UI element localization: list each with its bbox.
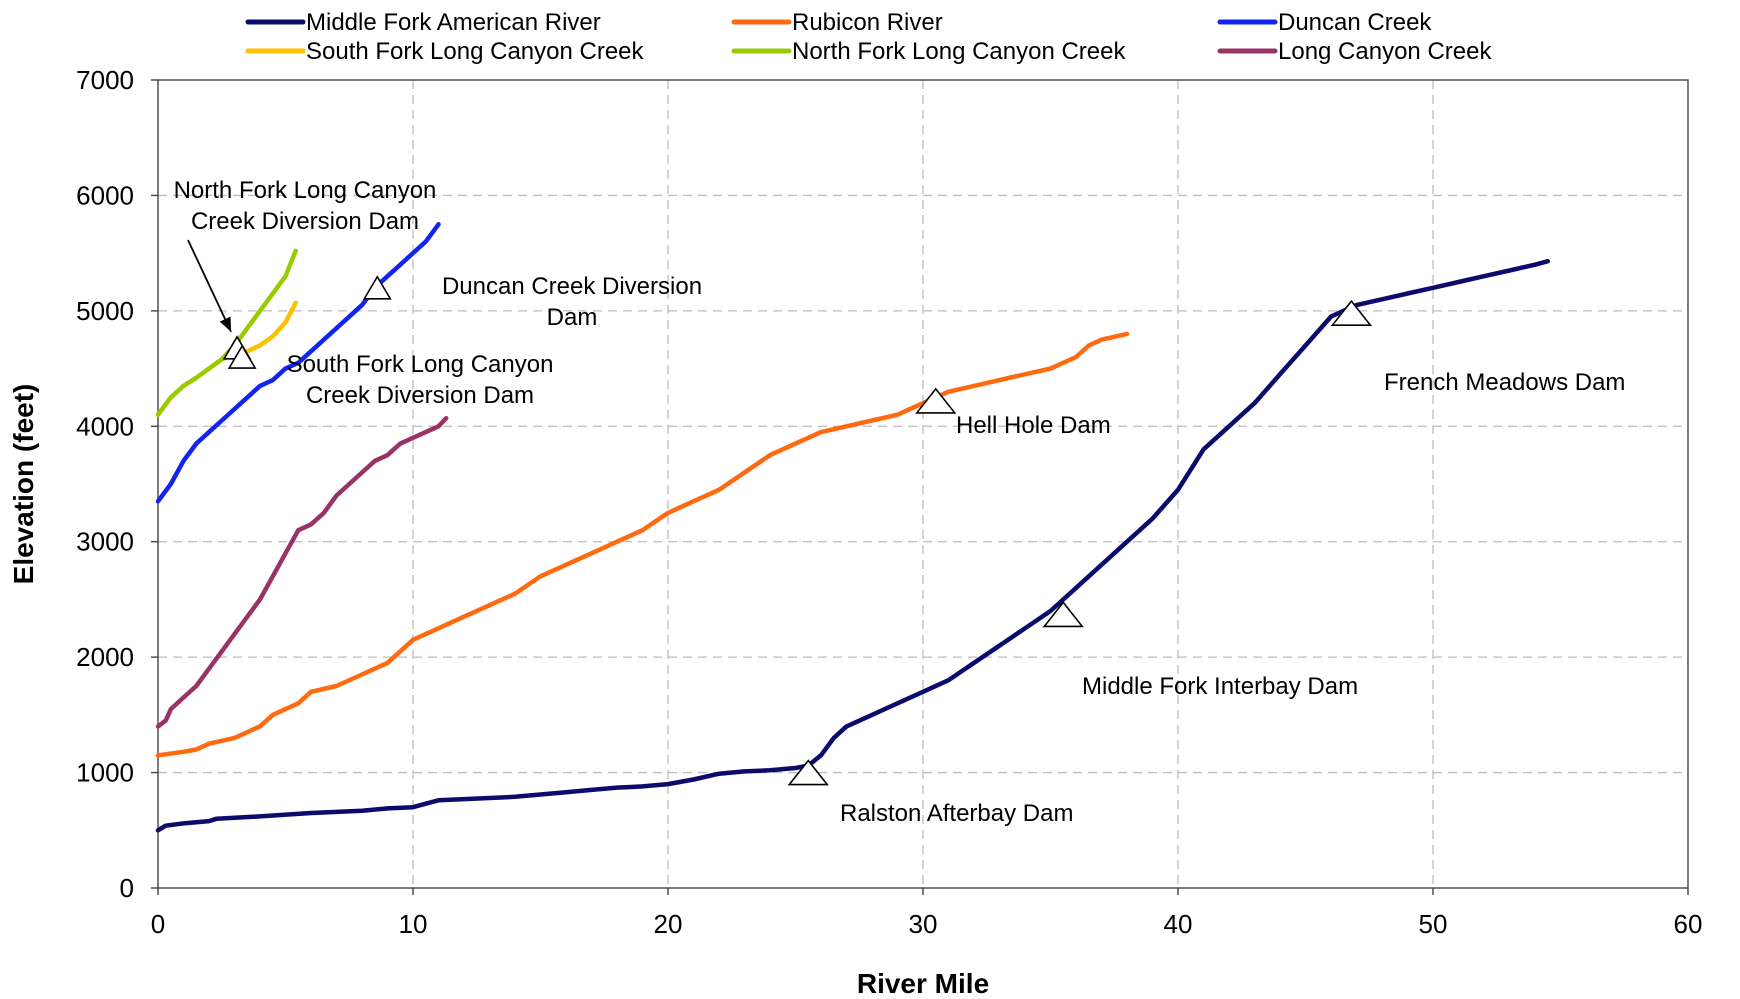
- dam-marker-icon: [1330, 299, 1373, 326]
- legend-label: Duncan Creek: [1278, 9, 1432, 36]
- legend-label: Middle Fork American River: [306, 9, 601, 36]
- legend-label: Rubicon River: [792, 9, 943, 36]
- y-tick-label: 5000: [76, 296, 134, 326]
- legend-label: North Fork Long Canyon Creek: [792, 38, 1126, 65]
- y-tick-label: 7000: [76, 65, 134, 95]
- dam-marker-icon: [1042, 601, 1084, 628]
- x-tick-label: 20: [654, 909, 683, 939]
- dam-label: Ralston Afterbay Dam: [840, 800, 1073, 827]
- series-line: [155, 331, 1130, 758]
- dam-annotations: North Fork Long Canyon Creek Diversion Da…: [174, 177, 1626, 827]
- dam-label: Creek Diversion Dam: [306, 382, 534, 409]
- dam-markers: [222, 275, 1373, 786]
- y-tick-label: 1000: [76, 758, 134, 788]
- dam-marker-icon: [915, 387, 957, 414]
- x-tick-label: 30: [909, 909, 938, 939]
- annotation-arrow: [187, 239, 232, 333]
- dam-label: Duncan Creek Diversion: [442, 273, 702, 300]
- y-axis-title: Elevation (feet): [8, 384, 39, 585]
- x-tick-label: 10: [399, 909, 428, 939]
- legend-label: South Fork Long Canyon Creek: [306, 38, 645, 65]
- dam-label: Creek Diversion Dam: [191, 208, 419, 235]
- x-tick-label: 50: [1419, 909, 1448, 939]
- x-axis-title: River Mile: [857, 968, 989, 999]
- dam-marker-icon: [227, 344, 257, 369]
- y-tick-label: 4000: [76, 411, 134, 441]
- series-line: [155, 222, 441, 504]
- dam-label: Hell Hole Dam: [956, 412, 1111, 439]
- dam-marker-icon: [362, 275, 392, 300]
- dam-marker-icon: [787, 759, 829, 786]
- plot-area: [158, 80, 1688, 888]
- x-tick-label: 40: [1164, 909, 1193, 939]
- dam-label: Middle Fork Interbay Dam: [1082, 673, 1358, 700]
- axis-ticks: 0 10 20 30 40 50 60 0 1000 2000 3000 4000 5000 6000 70…: [76, 65, 1702, 939]
- series-line: [155, 415, 449, 729]
- dam-label: South Fork Long Canyon: [287, 351, 554, 378]
- x-tick-label: 60: [1674, 909, 1703, 939]
- y-tick-label: 6000: [76, 180, 134, 210]
- dam-label: French Meadows Dam: [1384, 369, 1625, 396]
- arrow-head-icon: [219, 316, 232, 332]
- y-tick-label: 2000: [76, 642, 134, 672]
- grid: [158, 80, 1688, 888]
- legend: Middle Fork American River Rubicon River D…: [245, 9, 1492, 65]
- series-line: [155, 258, 1551, 833]
- y-tick-label: 0: [120, 873, 134, 903]
- legend-label: Long Canyon Creek: [1278, 38, 1492, 65]
- dam-label: North Fork Long Canyon: [174, 177, 437, 204]
- x-tick-label: 0: [151, 909, 165, 939]
- y-tick-label: 3000: [76, 527, 134, 557]
- dam-label: Dam: [547, 304, 598, 331]
